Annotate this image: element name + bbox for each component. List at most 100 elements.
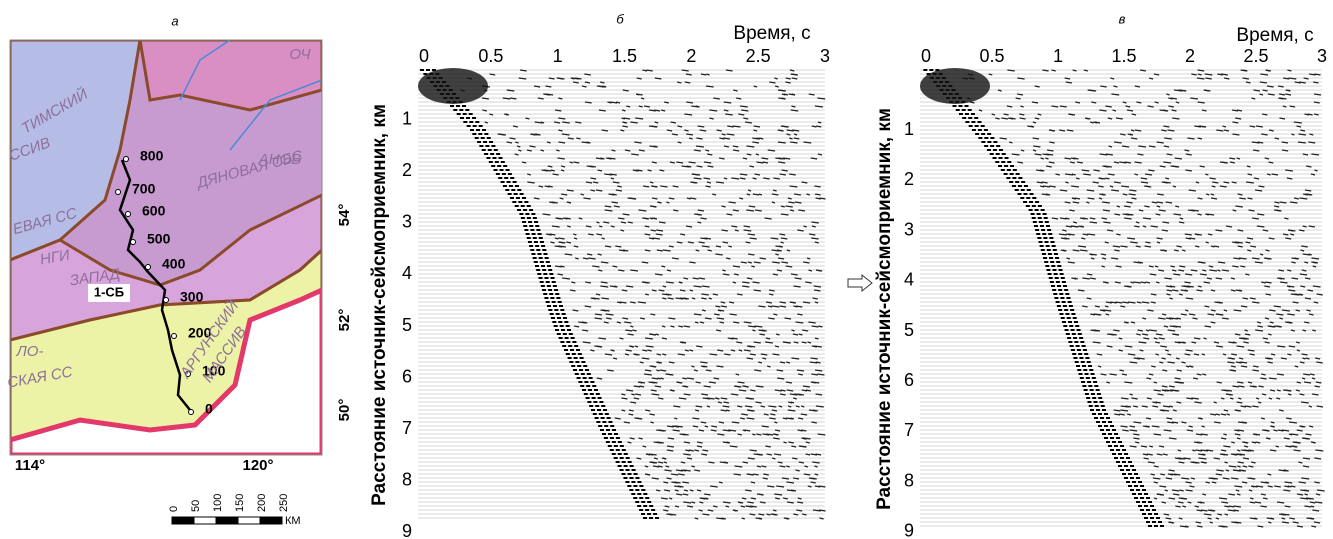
wavelet (1292, 441, 1301, 444)
wavelet (645, 345, 654, 348)
wavelet (695, 145, 704, 148)
wavelet (1082, 233, 1089, 236)
wavelet (713, 377, 720, 380)
wavelet (1098, 197, 1103, 200)
wavelet (1257, 141, 1264, 144)
wavelet (656, 361, 661, 364)
border (10, 287, 322, 455)
wavelet (768, 317, 775, 320)
wavelet (733, 273, 739, 276)
wavelet (1113, 329, 1120, 332)
wavelet (1100, 85, 1107, 88)
wavelet (686, 377, 695, 380)
wavelet (1120, 397, 1129, 400)
wavelet (1270, 425, 1275, 428)
wavelet (566, 225, 571, 228)
wavelet (1200, 461, 1207, 464)
wavelet (589, 165, 596, 168)
wavelet (1230, 453, 1237, 456)
wavelet (1176, 401, 1182, 404)
wavelet (1068, 113, 1076, 116)
wavelet (1071, 197, 1077, 200)
wavelet (1251, 461, 1256, 464)
wavelet (625, 389, 634, 392)
wavelet (779, 301, 787, 304)
wavelet (726, 257, 731, 260)
wavelet (1032, 137, 1040, 140)
wavelet (685, 449, 690, 452)
wavelet (1146, 397, 1152, 400)
wavelet (1103, 221, 1111, 224)
wavelet (722, 405, 730, 408)
wavelet (1099, 309, 1106, 312)
wavelet (1156, 141, 1164, 144)
wavelet (801, 341, 807, 344)
wavelet (1252, 301, 1260, 304)
wavelet (1231, 181, 1237, 184)
wavelet (1086, 273, 1093, 276)
wavelet (699, 129, 707, 132)
wavelet (1186, 285, 1194, 288)
wavelet (1040, 185, 1045, 188)
wavelet (1262, 429, 1270, 432)
wavelet (1046, 149, 1054, 152)
wavelet (1275, 445, 1280, 448)
wavelet (1105, 313, 1110, 316)
wavelet (1033, 145, 1041, 148)
wavelet (1041, 181, 1048, 184)
wavelet (644, 225, 650, 228)
wavelet (660, 377, 664, 380)
wavelet (552, 173, 559, 176)
wavelet (726, 133, 735, 136)
wavelet (627, 333, 634, 336)
wavelet (1133, 281, 1142, 284)
wavelet (1129, 429, 1138, 432)
wavelet (1185, 153, 1192, 156)
wavelet (1238, 257, 1247, 260)
wavelet (1069, 209, 1075, 212)
wavelet (695, 249, 700, 252)
wavelet (526, 149, 532, 152)
wavelet (1265, 281, 1272, 284)
wavelet (482, 109, 487, 112)
wavelet (781, 169, 788, 172)
wavelet (811, 221, 819, 224)
wavelet (756, 453, 763, 456)
wavelet (661, 337, 668, 340)
wavelet (700, 421, 707, 424)
wavelet (1133, 437, 1140, 440)
wavelet (763, 413, 769, 416)
wavelet (744, 405, 753, 408)
wavelet (773, 177, 780, 180)
wavelet (1305, 357, 1310, 360)
wavelet (1265, 293, 1272, 296)
wavelet (543, 169, 552, 172)
wavelet (1209, 269, 1218, 272)
wavelet (1258, 385, 1264, 388)
wavelet (1176, 381, 1184, 384)
x-tick-label: 0 (921, 46, 931, 66)
wavelet (752, 193, 760, 196)
wavelet (527, 181, 535, 184)
wavelet (793, 193, 801, 196)
wavelet (651, 377, 659, 380)
wavelet (649, 145, 657, 148)
wavelet (1142, 217, 1152, 220)
wavelet (701, 285, 710, 288)
wavelet (1243, 341, 1249, 344)
wavelet (562, 277, 571, 280)
wavelet (628, 413, 634, 416)
wavelet (1137, 329, 1144, 332)
wavelet (1289, 105, 1296, 108)
wavelet (622, 89, 629, 92)
wavelet (651, 161, 657, 164)
wavelet (1219, 453, 1226, 456)
wavelet (653, 441, 662, 444)
wavelet (604, 245, 612, 248)
wavelet (815, 453, 822, 456)
wavelet (592, 181, 599, 184)
wavelet (534, 121, 543, 124)
region-label: ОЧ (289, 46, 311, 63)
wavelet (1234, 485, 1243, 488)
wavelet (666, 201, 670, 204)
